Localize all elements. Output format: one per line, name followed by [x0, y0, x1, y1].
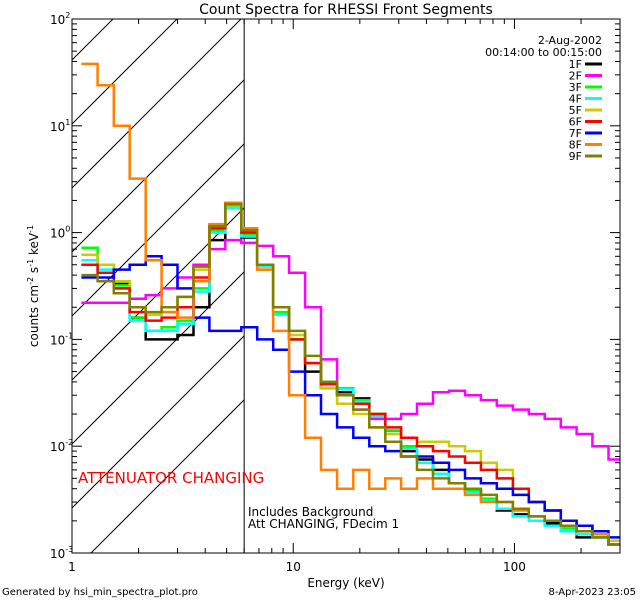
legend-label-4F: 4F [569, 93, 582, 106]
attenuator-annotation: ATTENUATOR CHANGING [78, 469, 264, 487]
legend-label-6F: 6F [569, 116, 582, 129]
legend-date: 2-Aug-2002 [538, 34, 602, 47]
legend-time-range: 00:14:00 to 00:15:00 [485, 46, 602, 59]
x-tick-label: 1 [68, 560, 76, 574]
hatch-line [72, 271, 244, 445]
legend-label-9F: 9F [569, 150, 582, 163]
y-tick-label: 10-1 [50, 331, 73, 347]
attenuator-hatched-region [72, 19, 244, 553]
footer-generated-by: Generated by hsi_min_spectra_plot.pro [2, 587, 198, 598]
hatch-line [72, 143, 244, 317]
series-9F [81, 202, 620, 546]
hatch-line [72, 79, 244, 253]
y-axis-title: counts cm-2 s-1 keV-1 [26, 225, 41, 347]
legend-label-1F: 1F [569, 58, 582, 71]
legend-label-3F: 3F [569, 81, 582, 94]
hatch-line [90, 399, 244, 553]
y-tick-label: 101 [50, 118, 70, 134]
plot-frame [71, 18, 621, 554]
series-7F [81, 255, 620, 539]
hatch-line [72, 335, 244, 509]
y-tick-label: 10-2 [50, 438, 73, 454]
hatch-line [72, 19, 178, 125]
series-layer [81, 62, 620, 546]
footer-timestamp: 8-Apr-2023 23:05 [549, 587, 636, 598]
chart-title: Count Spectra for RHESSI Front Segments [199, 2, 493, 18]
y-tick-label: 102 [50, 11, 70, 27]
attenuator-state-annotation: Att CHANGING, FDecim 1 [248, 517, 399, 531]
hatch-line [72, 207, 244, 381]
x-tick-label: 100 [503, 560, 526, 574]
x-axis-title: Energy (keV) [307, 576, 384, 590]
legend-label-7F: 7F [569, 127, 582, 140]
legend-label-8F: 8F [569, 139, 582, 152]
legend-label-5F: 5F [569, 104, 582, 117]
y-tick-label: 100 [50, 225, 70, 241]
legend-label-2F: 2F [569, 70, 582, 83]
x-tick-label: 10 [286, 560, 301, 574]
background-annotation: Includes Background [248, 505, 373, 519]
y-tick-label: 10-3 [50, 545, 73, 561]
hatch-line [72, 19, 242, 189]
axis-ticks: 1 10 100 102 101 100 10-1 10-2 10-3 [50, 11, 621, 574]
